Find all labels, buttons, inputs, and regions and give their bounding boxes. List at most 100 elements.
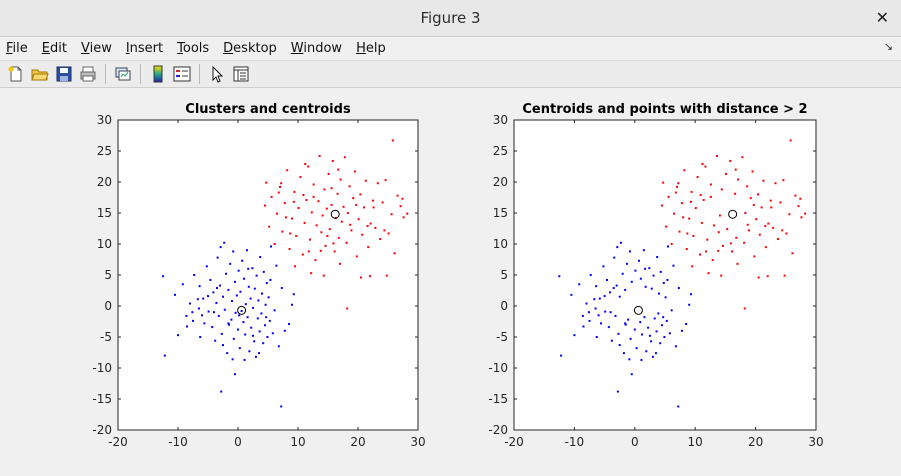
data-point-series-2	[401, 197, 404, 200]
data-point-series-1	[660, 324, 663, 327]
data-point-series-2	[678, 230, 681, 233]
menu-tools[interactable]: Tools	[171, 41, 217, 56]
data-point-series-2	[797, 205, 800, 208]
data-point-series-1	[677, 287, 680, 290]
data-point-series-1	[246, 249, 248, 252]
data-point-series-1	[217, 314, 220, 317]
data-point-series-2	[376, 182, 379, 185]
data-point-series-2	[720, 188, 723, 191]
data-point-series-1	[196, 298, 199, 301]
data-point-series-2	[762, 179, 765, 182]
data-point-series-1	[242, 321, 245, 324]
data-point-series-2	[279, 185, 281, 188]
data-point-series-1	[578, 283, 581, 286]
data-point-series-1	[181, 283, 184, 286]
toolbar-separator	[140, 64, 141, 84]
new-figure-icon[interactable]	[7, 65, 25, 83]
data-point-series-1	[237, 269, 240, 272]
data-point-series-2	[305, 198, 308, 201]
data-point-series-1	[630, 373, 633, 376]
y-tick-label: 0	[500, 299, 508, 313]
data-point-series-1	[234, 373, 236, 376]
data-point-series-2	[753, 255, 756, 258]
data-point-series-2	[357, 218, 360, 221]
data-point-series-2	[352, 197, 355, 200]
data-point-series-1	[292, 293, 295, 296]
data-point-series-2	[701, 163, 704, 166]
data-point-series-1	[595, 285, 598, 288]
data-point-series-1	[202, 297, 205, 300]
menu-window[interactable]: Window	[285, 41, 350, 56]
data-point-series-2	[348, 185, 351, 188]
data-point-series-1	[659, 342, 662, 345]
menu-view[interactable]: View	[75, 41, 120, 56]
data-point-series-1	[667, 245, 670, 248]
figure-canvas: Clusters and centroids -20 -10 0 10 20 30 -20 -1…	[0, 89, 901, 472]
print-icon[interactable]	[79, 65, 97, 83]
property-inspector-icon[interactable]	[232, 65, 250, 83]
x-tick-label: 10	[290, 435, 305, 449]
data-point-series-2	[364, 179, 367, 182]
data-point-series-1	[619, 241, 622, 244]
insert-colorbar-icon[interactable]	[149, 65, 167, 83]
data-point-series-1	[252, 334, 254, 337]
open-file-icon[interactable]	[31, 65, 49, 83]
data-point-series-2	[717, 249, 720, 252]
menu-help[interactable]: Help	[350, 41, 394, 56]
data-point-series-2	[323, 188, 326, 191]
data-point-series-1	[237, 328, 239, 331]
data-point-series-1	[264, 303, 267, 306]
save-icon[interactable]	[55, 65, 73, 83]
menu-window-mnemonic: W	[290, 40, 304, 56]
data-point-series-1	[207, 295, 209, 298]
data-point-series-1	[648, 267, 651, 270]
data-point-series-1	[239, 290, 242, 293]
data-point-series-1	[629, 337, 632, 340]
data-point-series-2	[309, 238, 311, 241]
data-point-series-2	[785, 232, 788, 235]
data-point-series-2	[764, 225, 767, 228]
data-point-series-2	[276, 212, 278, 215]
insert-legend-icon[interactable]	[173, 65, 191, 83]
menu-file[interactable]: File	[0, 41, 36, 56]
data-point-series-2	[799, 197, 802, 200]
close-icon[interactable]: ✕	[875, 8, 889, 27]
data-point-series-1	[628, 358, 631, 361]
data-point-series-2	[743, 241, 746, 244]
menu-insert-label: nsert	[129, 40, 164, 56]
menu-insert[interactable]: Insert	[120, 41, 171, 56]
menu-desktop-label: esktop	[233, 40, 277, 56]
data-point-series-1	[657, 292, 660, 295]
data-point-series-1	[205, 265, 208, 268]
data-point-series-2	[764, 246, 767, 249]
data-point-series-2	[336, 192, 339, 195]
data-point-series-1	[585, 302, 588, 305]
data-point-series-2	[349, 223, 352, 226]
data-point-series-1	[573, 334, 576, 337]
data-point-series-2	[399, 205, 402, 208]
data-point-series-2	[393, 252, 396, 255]
data-point-series-2	[706, 238, 709, 241]
data-point-series-2	[384, 179, 387, 182]
data-point-series-2	[302, 194, 305, 197]
data-point-series-1	[291, 303, 293, 306]
data-point-series-1	[288, 322, 290, 325]
data-point-series-1	[640, 358, 643, 361]
data-point-series-2	[758, 233, 761, 236]
data-point-series-1	[191, 311, 194, 314]
edit-plot-icon[interactable]	[208, 65, 226, 83]
link-plot-icon[interactable]	[114, 65, 132, 83]
data-point-series-2	[717, 231, 720, 234]
dock-arrow-icon[interactable]: ↘	[883, 40, 893, 53]
data-point-series-2	[689, 200, 692, 203]
menu-edit[interactable]: Edit	[36, 41, 75, 56]
data-point-series-1	[648, 334, 651, 337]
menu-tools-label: ools	[182, 40, 210, 56]
data-point-series-2	[355, 255, 358, 258]
data-point-series-2	[769, 199, 772, 202]
plots-svg: Clusters and centroids -20 -10 0 10 20 30 -20 -1…	[92, 102, 823, 449]
data-point-series-2	[788, 213, 791, 216]
menu-desktop[interactable]: Desktop	[217, 41, 285, 56]
data-point-series-2	[320, 231, 323, 234]
data-point-series-1	[203, 322, 206, 325]
